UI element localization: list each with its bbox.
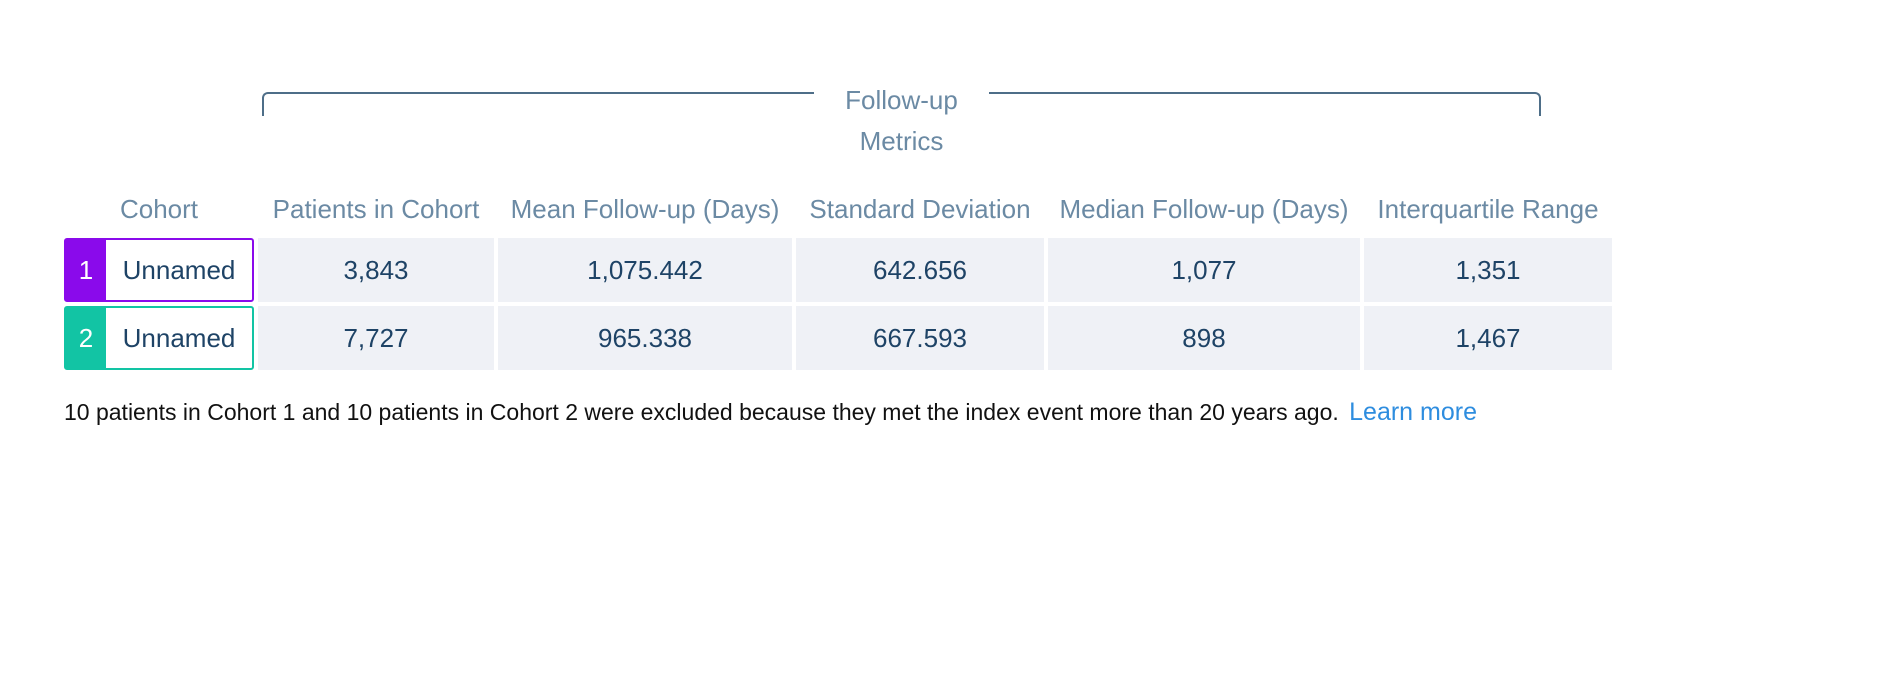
table-row: 1 Unnamed 3,843 1,075.442 642.656 1,077 … <box>64 238 1612 302</box>
mean-follow-up-value: 1,075.442 <box>498 238 792 302</box>
standard-deviation-value: 667.593 <box>796 306 1044 370</box>
cohort-cell: 1 Unnamed <box>64 238 254 302</box>
column-header-patients: Patients in Cohort <box>272 193 480 224</box>
cohort-badge[interactable]: 2 Unnamed <box>64 306 254 370</box>
table-row: 2 Unnamed 7,727 965.338 667.593 898 1,46… <box>64 306 1612 370</box>
cohort-cell: 2 Unnamed <box>64 306 254 370</box>
column-header-standard-deviation: Standard Deviation <box>809 193 1031 224</box>
cohort-badge[interactable]: 1 Unnamed <box>64 238 254 302</box>
follow-up-metrics-group-header: Follow-up Metrics <box>262 80 1541 160</box>
column-header-median-follow-up: Median Follow-up (Days) <box>1059 193 1349 224</box>
median-follow-up-value: 898 <box>1048 306 1360 370</box>
cohort-name: Unnamed <box>122 322 236 353</box>
table-header-row: Cohort Patients in Cohort Mean Follow-up… <box>64 184 1612 234</box>
patients-in-cohort-value: 3,843 <box>258 238 494 302</box>
column-header-cohort: Cohort <box>119 193 199 224</box>
learn-more-link[interactable]: Learn more <box>1349 398 1477 426</box>
group-bracket-left <box>262 92 814 116</box>
cohort-number: 2 <box>66 308 106 368</box>
cohort-number: 1 <box>66 240 106 300</box>
patients-in-cohort-value: 7,727 <box>258 306 494 370</box>
median-follow-up-value: 1,077 <box>1048 238 1360 302</box>
exclusion-footnote: 10 patients in Cohort 1 and 10 patients … <box>64 398 1477 427</box>
column-header-mean-follow-up: Mean Follow-up (Days) <box>510 193 780 224</box>
interquartile-range-value: 1,467 <box>1364 306 1612 370</box>
standard-deviation-value: 642.656 <box>796 238 1044 302</box>
mean-follow-up-value: 965.338 <box>498 306 792 370</box>
interquartile-range-value: 1,351 <box>1364 238 1612 302</box>
group-title: Follow-up Metrics <box>845 85 958 156</box>
cohort-name: Unnamed <box>122 254 236 285</box>
group-bracket-right <box>989 92 1541 116</box>
footnote-text: 10 patients in Cohort 1 and 10 patients … <box>64 399 1339 425</box>
column-header-interquartile-range: Interquartile Range <box>1377 193 1599 224</box>
follow-up-metrics-table: Cohort Patients in Cohort Mean Follow-up… <box>60 180 1616 374</box>
